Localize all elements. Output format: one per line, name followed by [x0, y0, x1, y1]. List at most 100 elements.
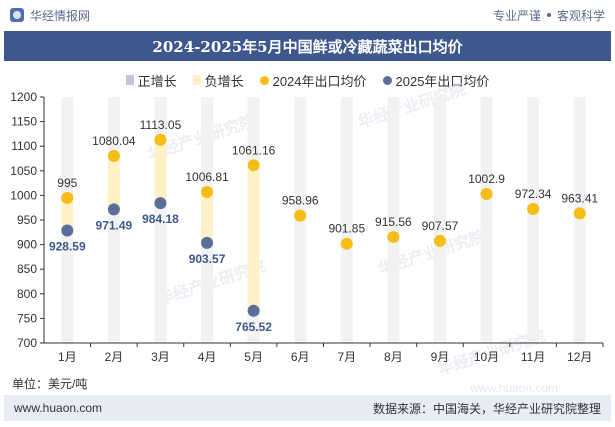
x-tick-label: 4月	[198, 350, 217, 364]
negative-growth-bar	[201, 192, 214, 243]
x-tick-label: 12月	[567, 350, 592, 364]
slogan-right: 客观科学	[556, 8, 605, 23]
point-2024	[527, 203, 540, 216]
y-tick-label: 1100	[11, 139, 37, 153]
data-label-2024: 958.96	[282, 194, 319, 208]
legend-positive-label: 正增长	[137, 73, 177, 89]
legend-negative-swatch	[192, 75, 201, 85]
point-2025	[61, 224, 74, 237]
data-label-2024: 972.34	[515, 187, 552, 201]
chart-legend: 正增长 负增长 2024年出口均价 2025年出口均价	[0, 70, 615, 90]
point-2025	[247, 304, 260, 317]
x-tick-label: 1月	[58, 350, 77, 364]
point-2024	[294, 209, 307, 222]
legend-item-positive[interactable]: 正增长	[125, 71, 177, 90]
brand-logo-icon	[10, 8, 24, 22]
watermark-url: www.huaon.com	[469, 381, 558, 395]
point-2024	[480, 187, 493, 200]
slogan-left: 专业严谨	[492, 8, 541, 23]
axes: 700 750 800 850 900 950 1000 1050 1100 1150 1200 1月…	[10, 90, 604, 364]
column-band	[387, 97, 400, 343]
x-tick-label: 8月	[384, 350, 403, 364]
y-tick-label: 900	[17, 238, 37, 252]
x-tick-label: 11月	[521, 350, 545, 364]
data-label-2024: 963.41	[561, 191, 598, 205]
point-2024	[247, 159, 260, 172]
x-tick-label: 3月	[151, 350, 170, 364]
growth-bands	[61, 97, 586, 343]
point-2024	[573, 207, 586, 220]
y-tick-label: 1050	[10, 164, 37, 178]
data-label-2025: 971.49	[96, 218, 133, 232]
data-label-2024: 907.57	[422, 219, 459, 233]
legend-item-2024[interactable]: 2024年出口均价	[259, 71, 367, 90]
point-2025	[107, 203, 120, 216]
point-2024	[61, 191, 74, 204]
point-2024	[154, 133, 167, 146]
point-2024	[340, 237, 353, 250]
negative-growth-bar	[107, 156, 120, 210]
x-tick-label: 2月	[105, 350, 124, 364]
data-label-2024: 915.56	[375, 215, 412, 229]
brand[interactable]: 华经情报网	[10, 7, 90, 24]
x-tick-label: 7月	[337, 350, 356, 364]
unit-label: 单位：美元/吨	[12, 377, 88, 391]
legend-2024-label: 2024年出口均价	[272, 73, 367, 89]
legend-item-2025[interactable]: 2025年出口均价	[382, 71, 490, 90]
negative-growth-bar	[61, 197, 74, 231]
x-tick-label: 10月	[474, 350, 499, 364]
x-tick-label: 5月	[244, 350, 263, 364]
legend-2025-label: 2025年出口均价	[395, 73, 490, 89]
data-points	[61, 133, 586, 317]
y-tick-label: 1000	[10, 188, 37, 202]
top-bar: 华经情报网 专业严谨 客观科学	[0, 0, 615, 30]
legend-2024-swatch	[259, 75, 269, 85]
y-tick-label: 800	[17, 287, 37, 301]
data-label-2024: 995	[57, 176, 77, 190]
legend-2025-swatch	[382, 75, 392, 85]
data-label-2024: 1113.05	[140, 118, 182, 132]
slogan: 专业严谨 客观科学	[493, 7, 605, 24]
data-label-2025: 765.52	[235, 320, 272, 334]
y-tick-label: 1200	[10, 90, 37, 104]
x-tick-label: 6月	[291, 350, 310, 364]
column-band	[527, 97, 540, 343]
point-2024	[201, 186, 214, 199]
y-tick-label: 850	[17, 262, 37, 276]
footer: www.huaon.com 数据来源：中国海关，华经产业研究院整理	[4, 395, 611, 421]
y-tick-label: 750	[17, 311, 37, 325]
separator-dot-icon	[546, 13, 551, 17]
y-tick-label: 1150	[11, 115, 37, 129]
legend-positive-swatch	[125, 75, 134, 85]
column-band	[573, 97, 586, 343]
data-label-2025: 903.57	[189, 252, 226, 266]
point-2025	[154, 197, 167, 210]
legend-negative-label: 负增长	[204, 73, 244, 89]
negative-growth-bar	[247, 165, 260, 311]
chart-title: 2024-2025年5月中国鲜或冷藏蔬菜出口均价	[4, 31, 611, 61]
data-label-2024: 1002.9	[468, 172, 505, 186]
point-2025	[201, 236, 214, 249]
data-label-2025: 928.59	[49, 240, 86, 254]
x-tick-label: 9月	[431, 350, 450, 364]
data-label-2024: 901.85	[328, 222, 365, 236]
brand-name: 华经情报网	[30, 8, 91, 23]
watermark-text: 华经产业研究院	[355, 79, 467, 132]
data-label-2024: 1080.04	[92, 134, 136, 148]
footer-website[interactable]: www.huaon.com	[14, 401, 103, 415]
legend-item-negative[interactable]: 负增长	[192, 71, 244, 90]
point-2024	[433, 234, 446, 247]
point-2024	[107, 150, 120, 163]
data-label-2025: 984.18	[142, 212, 179, 226]
data-label-2024: 1061.16	[232, 143, 276, 157]
column-band	[340, 97, 353, 343]
data-label-2024: 1006.81	[185, 170, 229, 184]
footer-source: 数据来源：中国海关，华经产业研究院整理	[372, 401, 601, 416]
column-band	[433, 97, 446, 343]
y-tick-label: 700	[17, 336, 37, 350]
y-tick-label: 950	[17, 213, 37, 227]
negative-growth-bar	[154, 139, 167, 204]
